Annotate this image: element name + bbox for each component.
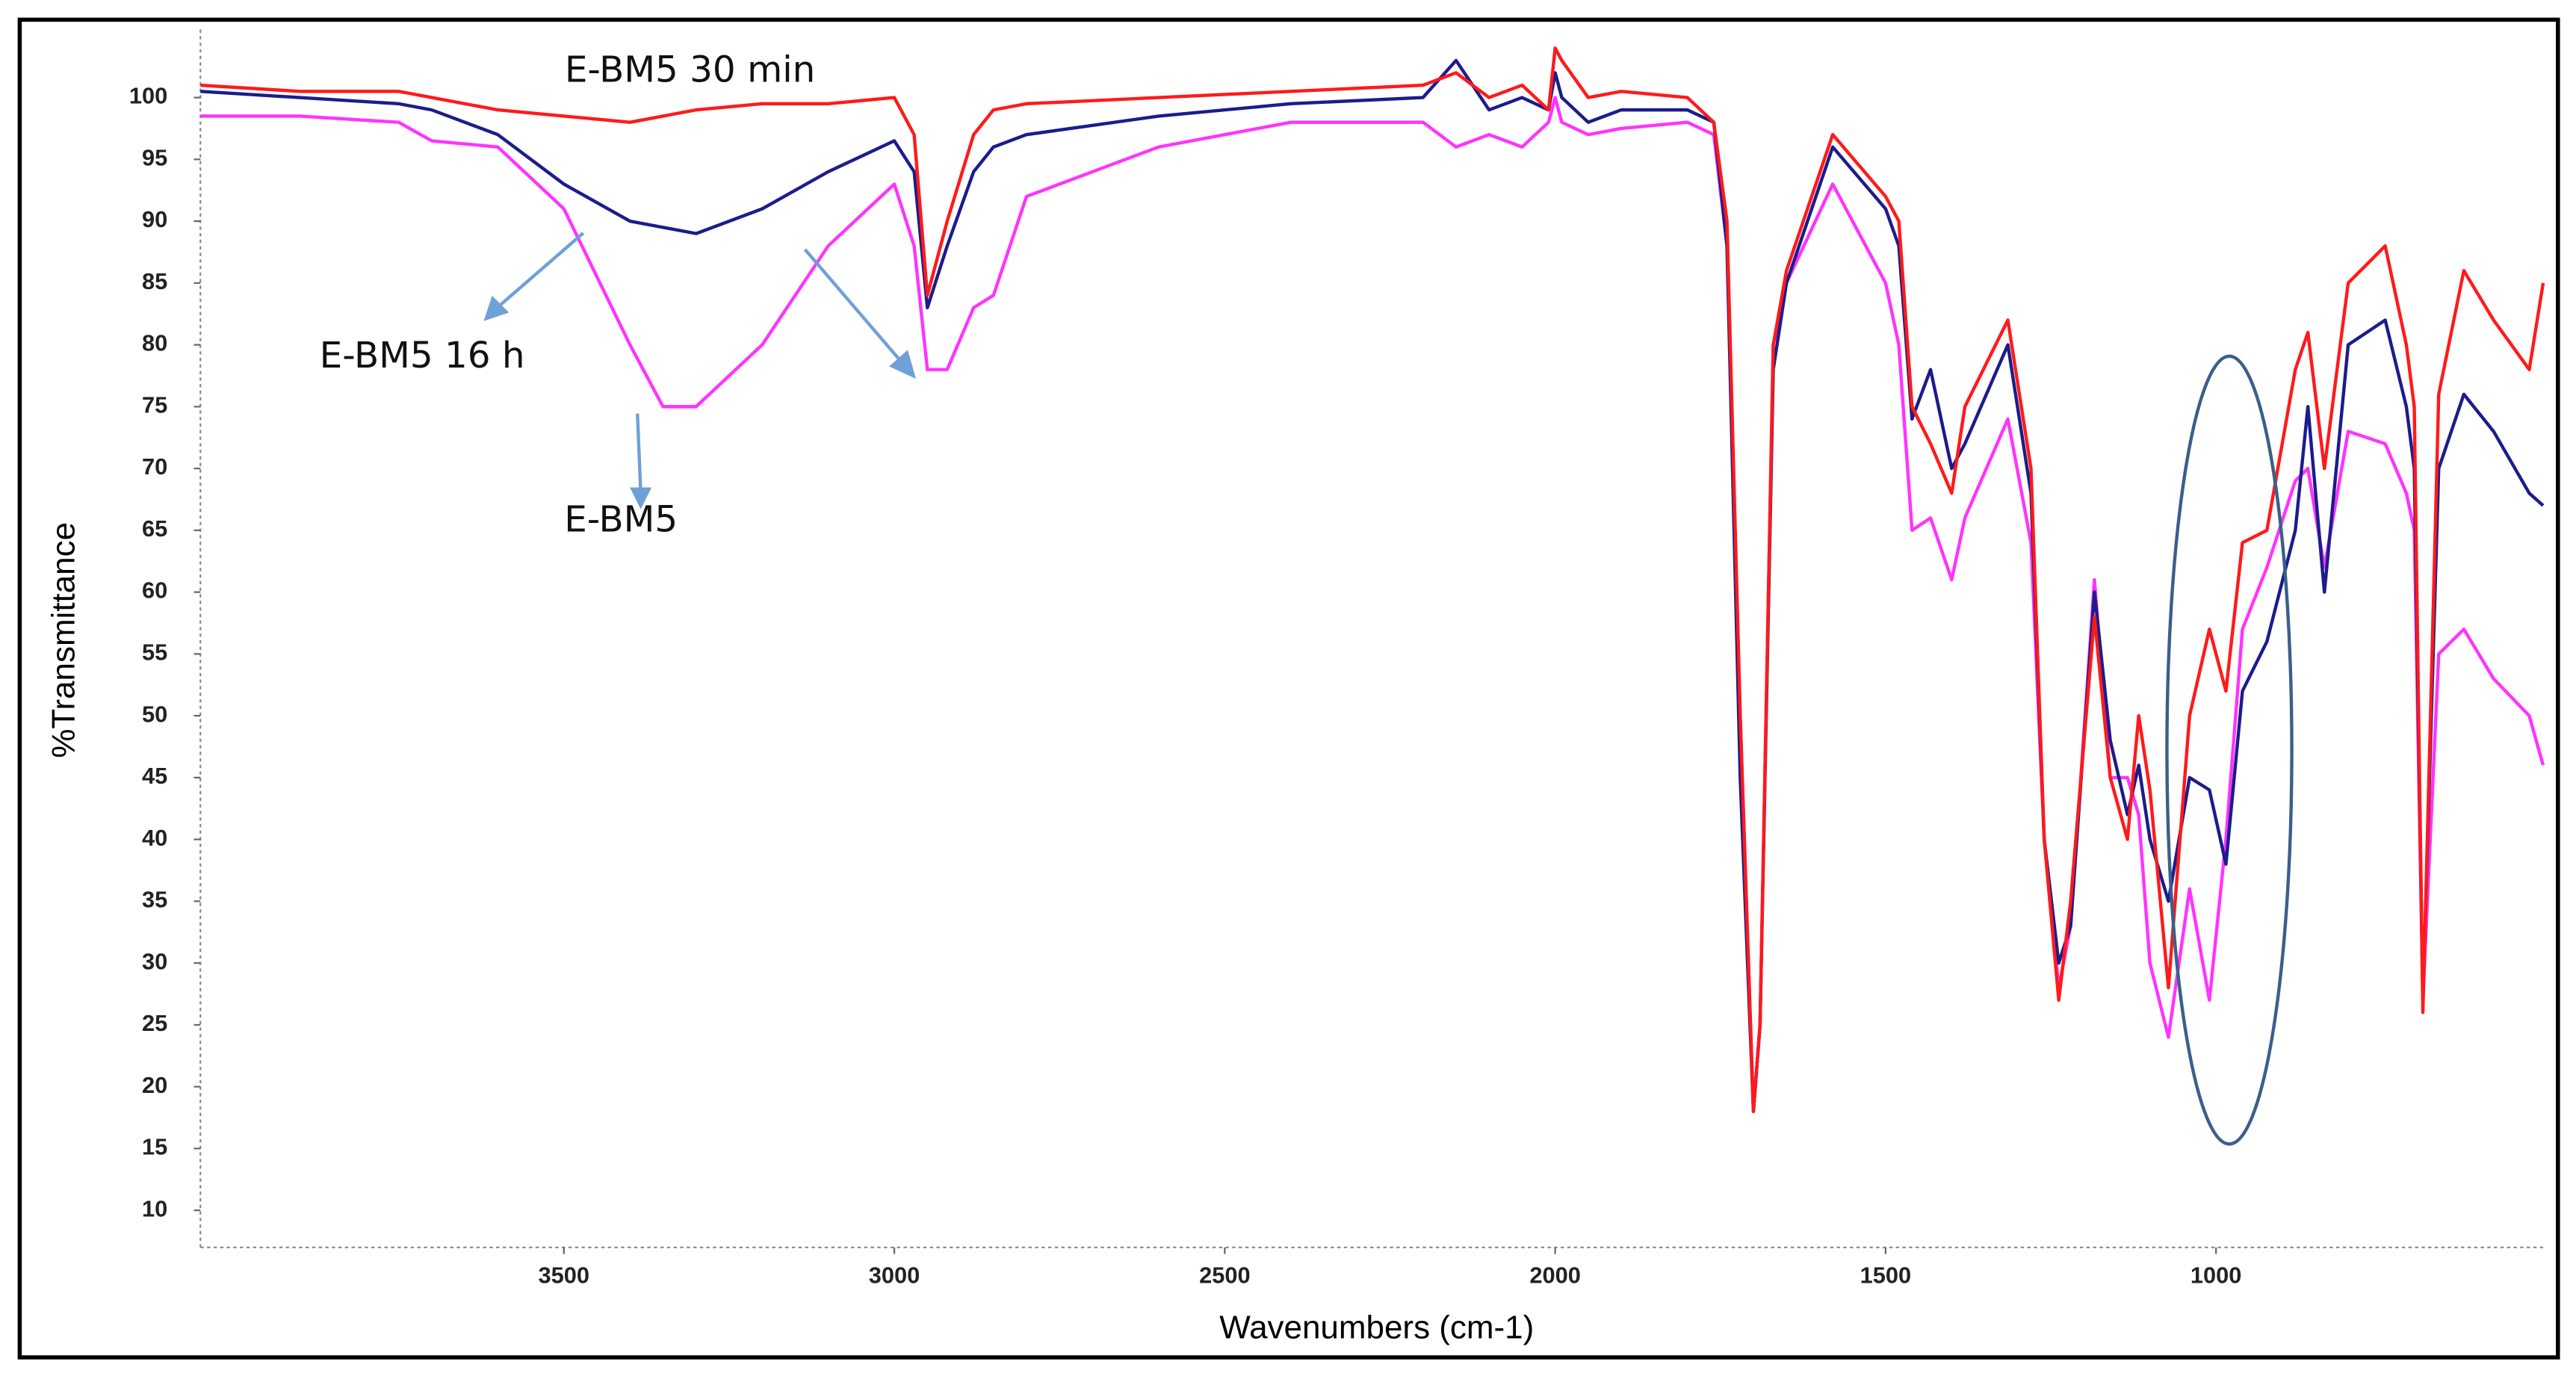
y-tick-label: 60 <box>142 577 167 604</box>
highlight-ellipse <box>2165 354 2294 1146</box>
x-tick-label: 3000 <box>869 1262 920 1289</box>
y-tick-label: 90 <box>142 206 167 232</box>
arrow-head <box>630 487 652 509</box>
y-axis-title: %Transmittance <box>46 522 82 758</box>
plot <box>200 46 2545 1113</box>
annotation: E-BM5 30 min <box>565 49 815 91</box>
y-tick-label: 15 <box>142 1134 167 1160</box>
x-tick-label: 1000 <box>2190 1262 2241 1289</box>
series-line <box>200 58 2545 1113</box>
x-tick-label: 1500 <box>1860 1262 1911 1289</box>
y-tick-label: 95 <box>142 144 167 170</box>
y-tick-label: 20 <box>142 1072 167 1098</box>
frame <box>17 17 2560 1360</box>
y-tick-label: 50 <box>142 701 167 727</box>
y-tick-label: 70 <box>142 453 167 480</box>
arrow <box>803 248 905 366</box>
y-tick-label: 10 <box>142 1195 167 1221</box>
y-tick-label: 55 <box>142 639 167 666</box>
arrows <box>483 232 917 509</box>
annotation: E-BM5 <box>564 499 678 541</box>
x-axis-title: Wavenumbers (cm-1) <box>1219 1309 1534 1345</box>
y-tick-label: 65 <box>142 515 167 542</box>
arrow <box>636 413 643 493</box>
series-line <box>200 46 2545 1113</box>
arrow <box>495 232 585 310</box>
y-tick-label: 45 <box>142 763 167 789</box>
y-tick-label: 35 <box>142 887 167 913</box>
x-tick-label: 2000 <box>1529 1262 1580 1289</box>
x-tick-label: 2500 <box>1199 1262 1250 1289</box>
y-tick-label: 25 <box>142 1010 167 1036</box>
x-tick-label: 3500 <box>539 1262 589 1289</box>
y-tick-label: 75 <box>142 391 167 418</box>
y-tick-label: 40 <box>142 825 167 851</box>
annotation: E-BM5 16 h <box>320 335 525 377</box>
arrow-head <box>483 295 510 321</box>
y-tick-label: 30 <box>142 948 167 974</box>
arrow-head <box>889 350 917 379</box>
y-tick-label: 80 <box>142 330 167 356</box>
y-tick-label: 85 <box>142 268 167 294</box>
y-tick-label: 100 <box>129 83 167 109</box>
